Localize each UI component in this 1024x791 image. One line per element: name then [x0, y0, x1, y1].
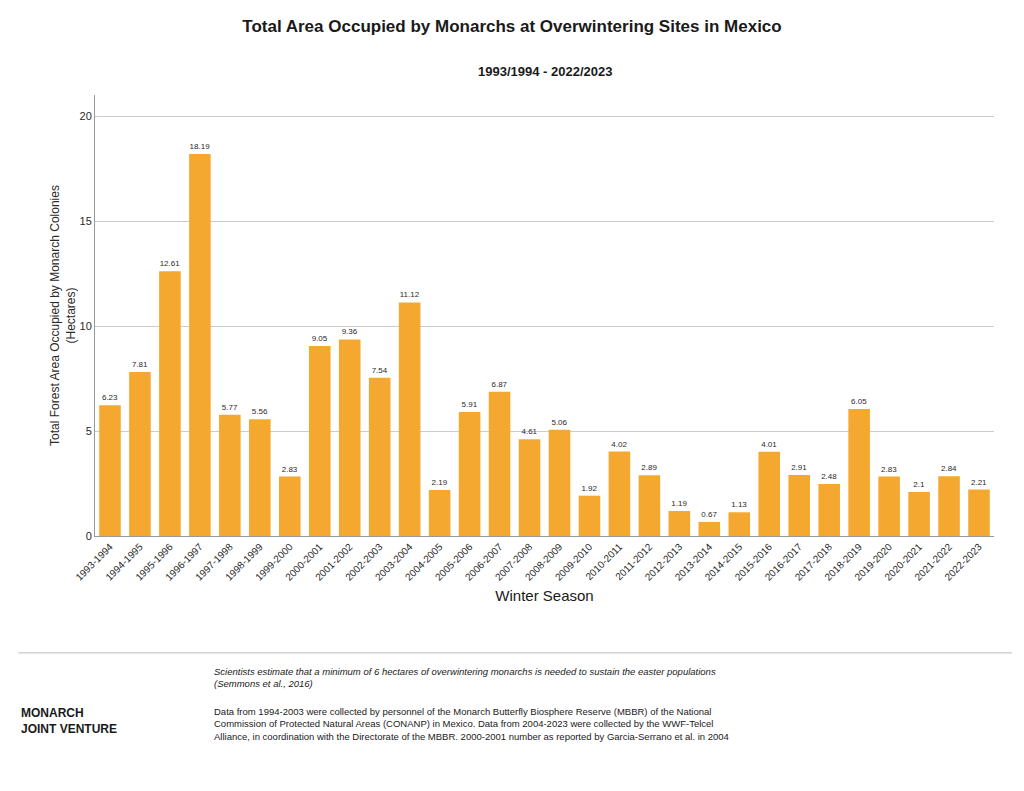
svg-text:2017-2018: 2017-2018 — [793, 541, 835, 583]
svg-text:2012-2013: 2012-2013 — [643, 541, 685, 583]
svg-text:5: 5 — [86, 425, 92, 437]
svg-text:2001-2002: 2001-2002 — [313, 541, 355, 583]
svg-text:12.61: 12.61 — [160, 259, 181, 268]
svg-text:2.91: 2.91 — [791, 463, 807, 472]
svg-text:Total Forest Area Occupied by: Total Forest Area Occupied by Monarch Co… — [48, 185, 78, 446]
svg-text:2.89: 2.89 — [641, 463, 657, 472]
svg-text:2005-2006: 2005-2006 — [433, 541, 475, 583]
svg-text:4.61: 4.61 — [521, 427, 537, 436]
svg-text:Data from 1994-2003 were colle: Data from 1994-2003 were collected by pe… — [214, 706, 729, 742]
svg-text:Winter Season: Winter Season — [495, 587, 593, 604]
svg-text:1993/1994 - 2022/2023: 1993/1994 - 2022/2023 — [478, 64, 612, 79]
svg-text:1993-1994: 1993-1994 — [73, 541, 115, 583]
svg-text:2007-2008: 2007-2008 — [493, 541, 535, 583]
svg-text:11.12: 11.12 — [400, 290, 420, 299]
svg-text:7.81: 7.81 — [132, 360, 148, 369]
svg-text:5.06: 5.06 — [551, 418, 567, 427]
svg-text:1999-2000: 1999-2000 — [253, 541, 295, 583]
svg-text:2.84: 2.84 — [941, 464, 957, 473]
svg-text:5.77: 5.77 — [222, 403, 238, 412]
svg-text:0.67: 0.67 — [701, 510, 717, 519]
svg-text:6.23: 6.23 — [102, 393, 118, 402]
svg-text:2010-2011: 2010-2011 — [583, 541, 624, 582]
svg-text:2018-2019: 2018-2019 — [823, 541, 865, 583]
svg-text:9.05: 9.05 — [312, 334, 328, 343]
svg-text:1997-1998: 1997-1998 — [193, 541, 235, 583]
svg-text:1998-1999: 1998-1999 — [223, 541, 265, 583]
svg-text:2.21: 2.21 — [971, 478, 987, 487]
svg-text:Scientists estimate that a min: Scientists estimate that a minimum of 6 … — [214, 666, 716, 689]
svg-text:MONARCHJOINT VENTURE: MONARCHJOINT VENTURE — [21, 706, 117, 736]
svg-text:2020-2021: 2020-2021 — [882, 541, 924, 583]
svg-text:1994-1995: 1994-1995 — [103, 541, 145, 583]
svg-text:2000-2001: 2000-2001 — [283, 541, 325, 583]
svg-text:2016-2017: 2016-2017 — [763, 541, 805, 583]
svg-text:2002-2003: 2002-2003 — [343, 541, 385, 583]
svg-text:1.13: 1.13 — [731, 500, 747, 509]
svg-text:2006-2007: 2006-2007 — [463, 541, 505, 583]
svg-text:2.83: 2.83 — [881, 465, 897, 474]
svg-text:2004-2005: 2004-2005 — [403, 541, 445, 583]
svg-text:2021-2022: 2021-2022 — [912, 541, 954, 583]
svg-text:5.56: 5.56 — [252, 407, 268, 416]
svg-text:4.02: 4.02 — [611, 440, 627, 449]
svg-text:2015-2016: 2015-2016 — [733, 541, 775, 583]
svg-text:2003-2004: 2003-2004 — [373, 541, 415, 583]
svg-text:1.92: 1.92 — [581, 484, 597, 493]
svg-text:15: 15 — [80, 215, 92, 227]
svg-text:Total Area Occupied by Monarch: Total Area Occupied by Monarchs at Overw… — [242, 17, 781, 36]
svg-text:2.1: 2.1 — [913, 480, 925, 489]
svg-text:6.87: 6.87 — [491, 380, 507, 389]
svg-text:6.05: 6.05 — [851, 397, 867, 406]
svg-text:2009-2010: 2009-2010 — [553, 541, 595, 583]
svg-text:2019-2020: 2019-2020 — [852, 541, 894, 583]
svg-text:2011-2012: 2011-2012 — [613, 541, 654, 582]
svg-text:1995-1996: 1995-1996 — [133, 541, 175, 583]
svg-text:20: 20 — [80, 110, 92, 122]
svg-text:2013-2014: 2013-2014 — [673, 541, 715, 583]
svg-text:10: 10 — [80, 320, 92, 332]
svg-text:7.54: 7.54 — [372, 366, 388, 375]
svg-text:2.48: 2.48 — [821, 472, 837, 481]
svg-text:0: 0 — [86, 530, 92, 542]
svg-text:1.19: 1.19 — [671, 499, 687, 508]
svg-text:5.91: 5.91 — [462, 400, 478, 409]
svg-text:2014-2015: 2014-2015 — [703, 541, 745, 583]
svg-text:2.83: 2.83 — [282, 465, 298, 474]
svg-text:18.19: 18.19 — [190, 142, 211, 151]
svg-text:2.19: 2.19 — [432, 478, 448, 487]
svg-text:1996-1997: 1996-1997 — [163, 541, 205, 583]
svg-text:2008-2009: 2008-2009 — [523, 541, 565, 583]
svg-text:9.36: 9.36 — [342, 327, 358, 336]
svg-text:2022-2023: 2022-2023 — [942, 541, 984, 583]
svg-text:4.01: 4.01 — [761, 440, 777, 449]
